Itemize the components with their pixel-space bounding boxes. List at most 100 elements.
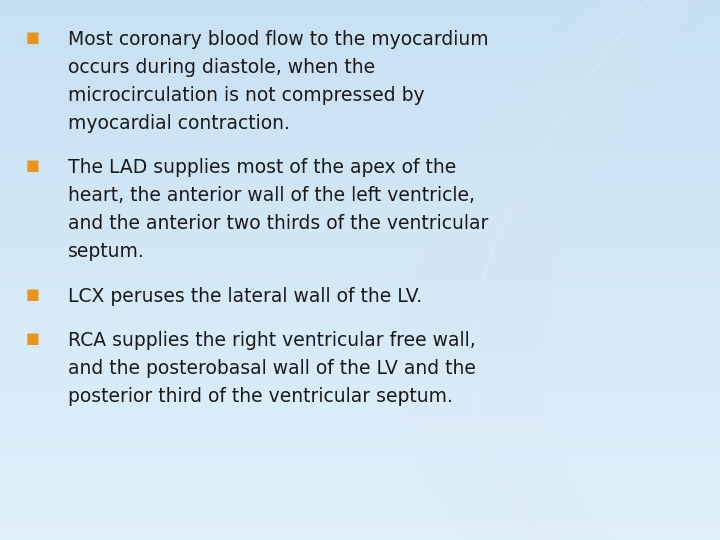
Bar bbox=[0, 160, 720, 162]
Bar bbox=[0, 389, 720, 390]
Bar bbox=[0, 464, 720, 466]
Bar bbox=[0, 470, 720, 471]
Bar bbox=[0, 123, 720, 124]
Bar bbox=[0, 380, 720, 382]
Bar bbox=[0, 96, 720, 97]
Bar bbox=[0, 52, 720, 54]
Bar bbox=[0, 270, 720, 272]
Bar bbox=[0, 479, 720, 481]
Bar bbox=[0, 342, 720, 344]
Bar bbox=[0, 93, 720, 96]
Bar bbox=[0, 99, 720, 101]
Bar bbox=[0, 387, 720, 389]
Bar bbox=[0, 173, 720, 174]
Bar bbox=[0, 463, 720, 464]
Bar bbox=[0, 142, 720, 144]
Bar bbox=[0, 103, 720, 104]
Bar bbox=[0, 157, 720, 158]
Bar bbox=[0, 209, 720, 211]
Bar bbox=[0, 331, 720, 333]
Bar bbox=[0, 309, 720, 312]
Bar bbox=[0, 61, 720, 63]
Text: ■: ■ bbox=[25, 30, 39, 45]
Text: ■: ■ bbox=[25, 287, 39, 302]
Bar bbox=[0, 508, 720, 509]
Bar bbox=[0, 241, 720, 243]
Bar bbox=[0, 295, 720, 297]
Bar bbox=[0, 475, 720, 477]
Bar bbox=[0, 522, 720, 524]
Bar bbox=[0, 196, 720, 198]
Bar bbox=[0, 16, 720, 18]
Bar bbox=[0, 81, 720, 83]
Bar bbox=[0, 39, 720, 42]
Bar bbox=[0, 167, 720, 169]
Bar bbox=[0, 506, 720, 508]
Bar bbox=[0, 450, 720, 452]
Bar bbox=[0, 520, 720, 522]
Bar bbox=[0, 335, 720, 336]
Bar bbox=[0, 200, 720, 201]
Bar bbox=[0, 511, 720, 513]
Bar bbox=[0, 220, 720, 221]
Bar bbox=[0, 444, 720, 447]
Bar bbox=[0, 49, 720, 50]
Bar bbox=[0, 428, 720, 430]
Bar bbox=[0, 474, 720, 475]
Bar bbox=[0, 285, 720, 286]
Bar bbox=[0, 252, 720, 254]
Bar bbox=[0, 528, 720, 529]
Bar bbox=[0, 277, 720, 279]
Bar bbox=[0, 151, 720, 153]
Text: occurs during diastole, when the: occurs during diastole, when the bbox=[68, 58, 376, 77]
Bar bbox=[0, 349, 720, 351]
Bar bbox=[0, 23, 720, 25]
Bar bbox=[0, 346, 720, 347]
Bar bbox=[0, 88, 720, 90]
Bar bbox=[0, 15, 720, 16]
Bar bbox=[0, 529, 720, 531]
Bar bbox=[0, 83, 720, 85]
Bar bbox=[0, 198, 720, 200]
Bar bbox=[0, 538, 720, 540]
Bar bbox=[0, 211, 720, 212]
Bar bbox=[0, 288, 720, 290]
Bar bbox=[0, 405, 720, 407]
Bar bbox=[0, 261, 720, 263]
Bar bbox=[0, 339, 720, 340]
Bar bbox=[0, 535, 720, 536]
Bar bbox=[0, 297, 720, 299]
Bar bbox=[0, 216, 720, 218]
Bar bbox=[0, 366, 720, 367]
Bar bbox=[0, 502, 720, 504]
Bar bbox=[0, 452, 720, 454]
Bar bbox=[0, 383, 720, 385]
Bar bbox=[0, 286, 720, 288]
Bar bbox=[0, 29, 720, 31]
Bar bbox=[0, 218, 720, 220]
Text: posterior third of the ventricular septum.: posterior third of the ventricular septu… bbox=[68, 387, 454, 406]
Bar bbox=[0, 498, 720, 501]
Bar bbox=[0, 495, 720, 497]
Bar bbox=[0, 250, 720, 252]
Bar bbox=[0, 11, 720, 12]
Bar bbox=[0, 266, 720, 268]
Bar bbox=[0, 333, 720, 335]
Bar bbox=[0, 63, 720, 65]
Bar bbox=[0, 27, 720, 29]
Bar bbox=[0, 65, 720, 66]
Bar bbox=[0, 329, 720, 331]
Bar bbox=[0, 518, 720, 520]
Text: The LAD supplies most of the apex of the: The LAD supplies most of the apex of the bbox=[68, 158, 456, 177]
Bar bbox=[0, 293, 720, 295]
Bar bbox=[0, 243, 720, 245]
Text: and the posterobasal wall of the LV and the: and the posterobasal wall of the LV and … bbox=[68, 359, 476, 378]
Bar bbox=[0, 396, 720, 398]
Bar bbox=[0, 177, 720, 178]
Bar bbox=[0, 513, 720, 515]
Bar bbox=[0, 454, 720, 455]
Bar bbox=[0, 248, 720, 250]
Bar bbox=[0, 214, 720, 216]
Bar bbox=[0, 231, 720, 232]
Bar bbox=[0, 275, 720, 277]
